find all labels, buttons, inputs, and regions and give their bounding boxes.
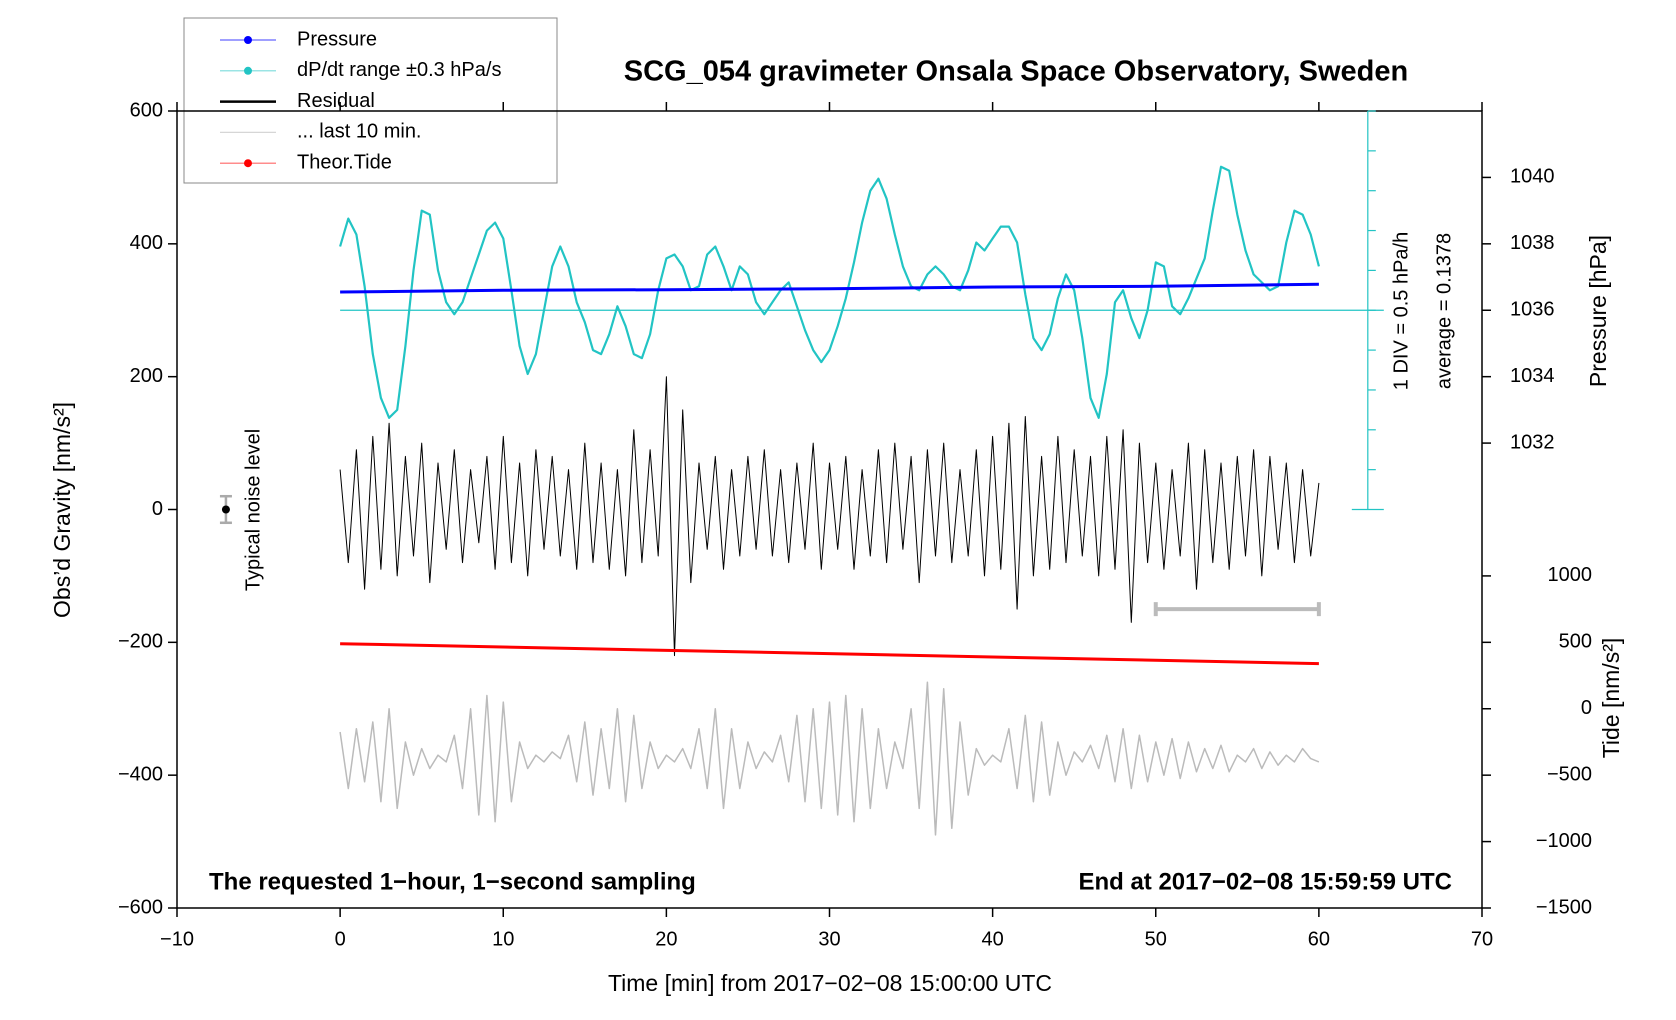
tide-tick-label: −1000 [1536,830,1592,852]
series-line [339,165,1320,419]
x-tick-label: 30 [818,928,840,950]
annotation: End at 2017−02−08 15:59:59 UTC [1078,868,1452,895]
annotation: The requested 1−hour, 1−second sampling [209,868,696,895]
series-line [340,282,1319,294]
legend-label: ... last 10 min. [297,121,422,143]
x-tick-label: 60 [1308,928,1330,950]
dpdt-axis-label: 1 DIV = 0.5 hPa/h [1390,232,1412,390]
y2-tick-label: 1040 [1510,166,1555,188]
y-tick-label: 200 [130,365,163,387]
x-tick-label: 0 [335,928,346,950]
y2-tick-label: 1036 [1510,299,1555,321]
x-tick-label: 20 [655,928,677,950]
tide-tick-label: 1000 [1548,564,1593,586]
legend-label: dP/dt range ±0.3 hPa/s [297,59,501,81]
legend-marker [244,159,252,168]
tide-tick-label: 0 [1581,697,1592,719]
x-tick-label: −10 [160,928,194,950]
y-tick-label: 400 [130,232,163,254]
x-tick-label: 50 [1145,928,1167,950]
y-tick-label: 0 [152,498,163,520]
x-tick-label: 70 [1471,928,1493,950]
chart-title: SCG_054 gravimeter Onsala Space Observat… [624,56,1408,88]
x-tick-label: 40 [982,928,1004,950]
tide-tick-label: 500 [1559,631,1592,653]
x-tick-label: 10 [492,928,514,950]
legend-marker [244,36,252,44]
y-tick-label: −600 [118,896,163,918]
noise-label: Typical noise level [242,429,264,591]
series-line [339,376,1320,657]
series-line [340,642,1319,666]
average-label: average = 0.1378 [1433,233,1455,389]
y-tick-label: −400 [118,763,163,785]
tide-tick-label: −1500 [1536,896,1592,918]
legend-label: Theor.Tide [297,151,392,173]
y2-tick-label: 1032 [1510,431,1555,453]
legend-label: Residual [297,90,375,112]
y2-axis-label: Pressure [hPa] [1585,235,1611,387]
y2-tick-label: 1034 [1510,365,1555,387]
x-axis-label: Time [min] from 2017−02−08 15:00:00 UTC [608,970,1052,996]
series-line [339,681,1320,836]
y-tick-label: −200 [118,631,163,653]
tide-tick-label: −500 [1547,763,1592,785]
y2-tick-label: 1038 [1510,232,1555,254]
legend-marker [244,66,252,75]
y-tick-label: 600 [130,99,163,121]
noise-point [221,505,230,514]
y-axis-label: Obs’d Gravity [nm/s²] [49,402,75,618]
tide-axis-label: Tide [nm/s²] [1598,638,1624,759]
legend-label: Pressure [297,28,377,50]
